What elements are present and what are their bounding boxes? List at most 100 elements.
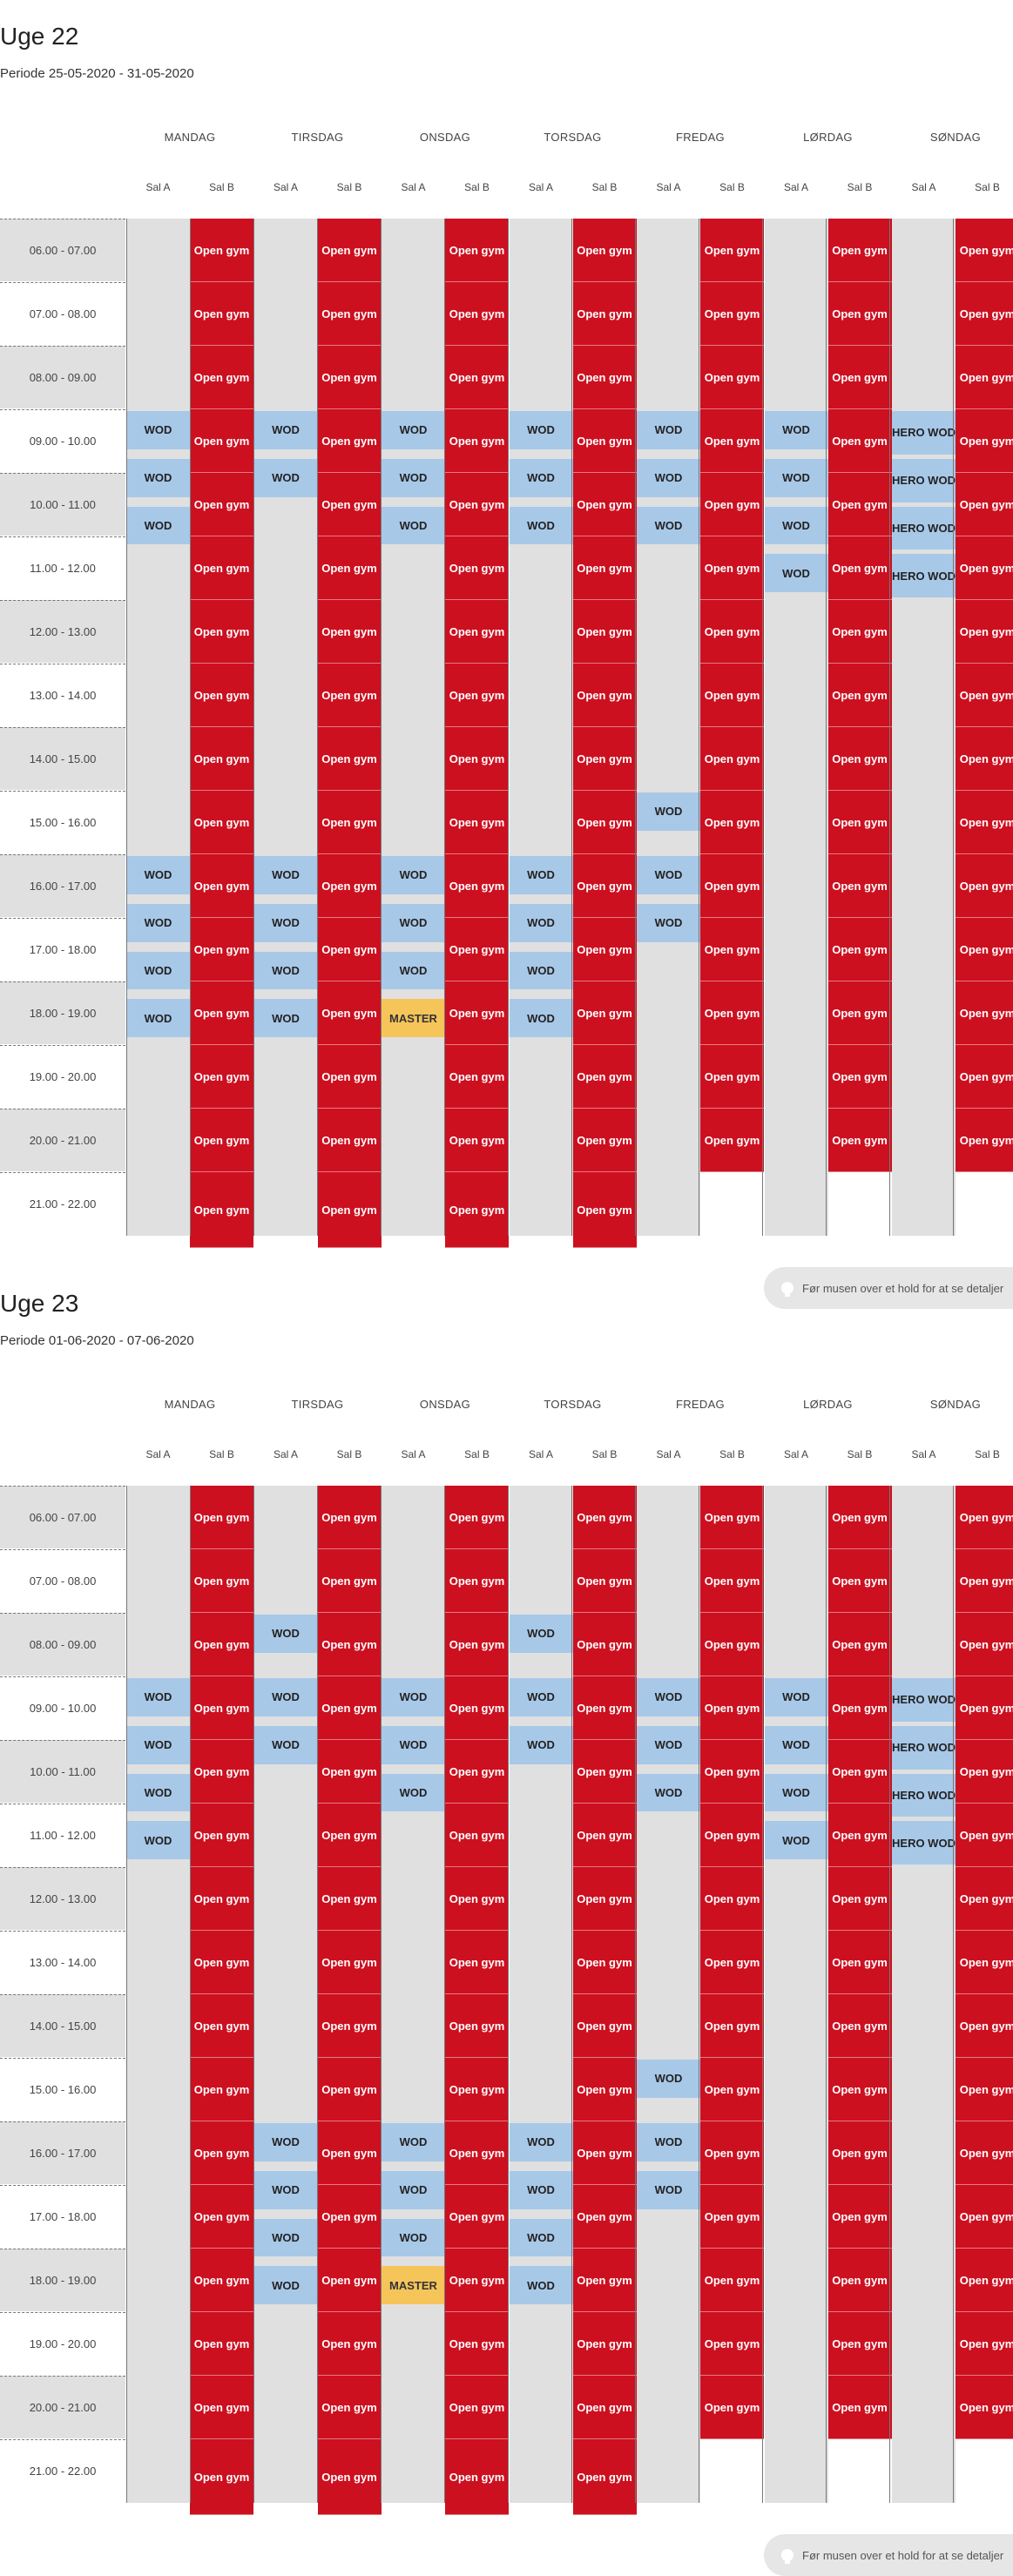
open-gym-event[interactable]: Open gym — [317, 1613, 382, 1676]
open-gym-event[interactable]: Open gym — [700, 1613, 764, 1676]
open-gym-event[interactable]: Open gym — [317, 664, 382, 727]
open-gym-event[interactable]: Open gym — [317, 791, 382, 854]
open-gym-event[interactable]: Open gym — [700, 409, 764, 473]
open-gym-event[interactable]: Open gym — [445, 664, 509, 727]
open-gym-event[interactable]: Open gym — [317, 1549, 382, 1613]
wod-event[interactable]: WOD — [509, 999, 573, 1038]
open-gym-event[interactable]: Open gym — [827, 2249, 892, 2312]
open-gym-event[interactable]: Open gym — [572, 1109, 637, 1172]
open-gym-event[interactable]: Open gym — [956, 1867, 1013, 1931]
wod-event[interactable]: WOD — [509, 1725, 573, 1764]
open-gym-event[interactable]: Open gym — [445, 2185, 509, 2249]
open-gym-event[interactable]: Open gym — [956, 1549, 1013, 1613]
open-gym-event[interactable]: Open gym — [827, 473, 892, 536]
wod-event[interactable]: WOD — [509, 458, 573, 497]
open-gym-event[interactable]: Open gym — [956, 2185, 1013, 2249]
open-gym-event[interactable]: Open gym — [700, 1486, 764, 1549]
open-gym-event[interactable]: Open gym — [190, 1931, 253, 1994]
hero-wod-event[interactable]: HERO WOD — [892, 411, 956, 455]
hero-wod-event[interactable]: HERO WOD — [892, 1678, 956, 1722]
wod-event[interactable]: WOD — [637, 1725, 700, 1764]
open-gym-event[interactable]: Open gym — [190, 1109, 253, 1172]
master-class-event[interactable]: MASTER — [382, 2266, 445, 2305]
open-gym-event[interactable]: Open gym — [956, 536, 1013, 600]
wod-event[interactable]: WOD — [253, 2123, 318, 2161]
open-gym-event[interactable]: Open gym — [572, 2249, 637, 2312]
open-gym-event[interactable]: Open gym — [827, 1931, 892, 1994]
open-gym-event[interactable]: Open gym — [190, 2249, 253, 2312]
open-gym-event[interactable]: Open gym — [317, 1994, 382, 2058]
wod-event[interactable]: WOD — [764, 554, 828, 593]
wod-event[interactable]: WOD — [253, 458, 318, 497]
open-gym-event[interactable]: Open gym — [190, 1613, 253, 1676]
wod-event[interactable]: WOD — [126, 1678, 190, 1716]
open-gym-event[interactable]: Open gym — [317, 1109, 382, 1172]
open-gym-event[interactable]: Open gym — [190, 1549, 253, 1613]
open-gym-event[interactable]: Open gym — [572, 1045, 637, 1109]
wod-event[interactable]: WOD — [764, 506, 828, 545]
open-gym-event[interactable]: Open gym — [700, 2058, 764, 2121]
open-gym-event[interactable]: Open gym — [827, 854, 892, 918]
open-gym-event[interactable]: Open gym — [700, 1045, 764, 1109]
open-gym-event[interactable]: Open gym — [317, 1740, 382, 1804]
open-gym-event[interactable]: Open gym — [317, 536, 382, 600]
open-gym-event[interactable]: Open gym — [700, 2312, 764, 2376]
open-gym-event[interactable]: Open gym — [956, 2121, 1013, 2185]
open-gym-event[interactable]: Open gym — [190, 2058, 253, 2121]
open-gym-event[interactable]: Open gym — [572, 1676, 637, 1740]
open-gym-event[interactable]: Open gym — [956, 1045, 1013, 1109]
open-gym-event[interactable]: Open gym — [190, 536, 253, 600]
open-gym-event[interactable]: Open gym — [445, 2249, 509, 2312]
open-gym-event[interactable]: Open gym — [700, 1109, 764, 1172]
wod-event[interactable]: WOD — [126, 999, 190, 1038]
open-gym-event[interactable]: Open gym — [572, 409, 637, 473]
open-gym-event[interactable]: Open gym — [445, 219, 509, 282]
open-gym-event[interactable]: Open gym — [572, 854, 637, 918]
open-gym-event[interactable]: Open gym — [956, 346, 1013, 409]
open-gym-event[interactable]: Open gym — [827, 981, 892, 1045]
open-gym-event[interactable]: Open gym — [572, 1804, 637, 1867]
open-gym-event[interactable]: Open gym — [445, 727, 509, 791]
open-gym-event[interactable]: Open gym — [445, 854, 509, 918]
wod-event[interactable]: WOD — [509, 2170, 573, 2209]
open-gym-event[interactable]: Open gym — [956, 918, 1013, 981]
wod-event[interactable]: WOD — [382, 1678, 445, 1716]
wod-event[interactable]: WOD — [253, 1678, 318, 1716]
open-gym-event[interactable]: Open gym — [317, 2185, 382, 2249]
open-gym-event[interactable]: Open gym — [445, 2376, 509, 2439]
open-gym-event[interactable]: Open gym — [700, 219, 764, 282]
wod-event[interactable]: WOD — [509, 903, 573, 942]
open-gym-event[interactable]: Open gym — [572, 1172, 637, 1248]
open-gym-event[interactable]: Open gym — [956, 409, 1013, 473]
wod-event[interactable]: WOD — [253, 951, 318, 990]
open-gym-event[interactable]: Open gym — [700, 854, 764, 918]
open-gym-event[interactable]: Open gym — [317, 2439, 382, 2515]
open-gym-event[interactable]: Open gym — [827, 219, 892, 282]
open-gym-event[interactable]: Open gym — [190, 473, 253, 536]
wod-event[interactable]: WOD — [382, 411, 445, 449]
open-gym-event[interactable]: Open gym — [317, 473, 382, 536]
open-gym-event[interactable]: Open gym — [827, 1109, 892, 1172]
open-gym-event[interactable]: Open gym — [317, 918, 382, 981]
open-gym-event[interactable]: Open gym — [317, 1045, 382, 1109]
open-gym-event[interactable]: Open gym — [445, 536, 509, 600]
open-gym-event[interactable]: Open gym — [827, 2185, 892, 2249]
open-gym-event[interactable]: Open gym — [317, 1804, 382, 1867]
open-gym-event[interactable]: Open gym — [190, 981, 253, 1045]
wod-event[interactable]: WOD — [764, 1773, 828, 1812]
open-gym-event[interactable]: Open gym — [572, 1740, 637, 1804]
open-gym-event[interactable]: Open gym — [572, 2121, 637, 2185]
wod-event[interactable]: WOD — [764, 458, 828, 497]
open-gym-event[interactable]: Open gym — [700, 536, 764, 600]
hero-wod-event[interactable]: HERO WOD — [892, 554, 956, 598]
open-gym-event[interactable]: Open gym — [572, 1867, 637, 1931]
open-gym-event[interactable]: Open gym — [445, 918, 509, 981]
open-gym-event[interactable]: Open gym — [572, 1994, 637, 2058]
open-gym-event[interactable]: Open gym — [956, 1994, 1013, 2058]
open-gym-event[interactable]: Open gym — [317, 1931, 382, 1994]
open-gym-event[interactable]: Open gym — [700, 981, 764, 1045]
wod-event[interactable]: WOD — [637, 506, 700, 545]
wod-event[interactable]: WOD — [764, 1678, 828, 1716]
open-gym-event[interactable]: Open gym — [445, 1549, 509, 1613]
open-gym-event[interactable]: Open gym — [956, 727, 1013, 791]
